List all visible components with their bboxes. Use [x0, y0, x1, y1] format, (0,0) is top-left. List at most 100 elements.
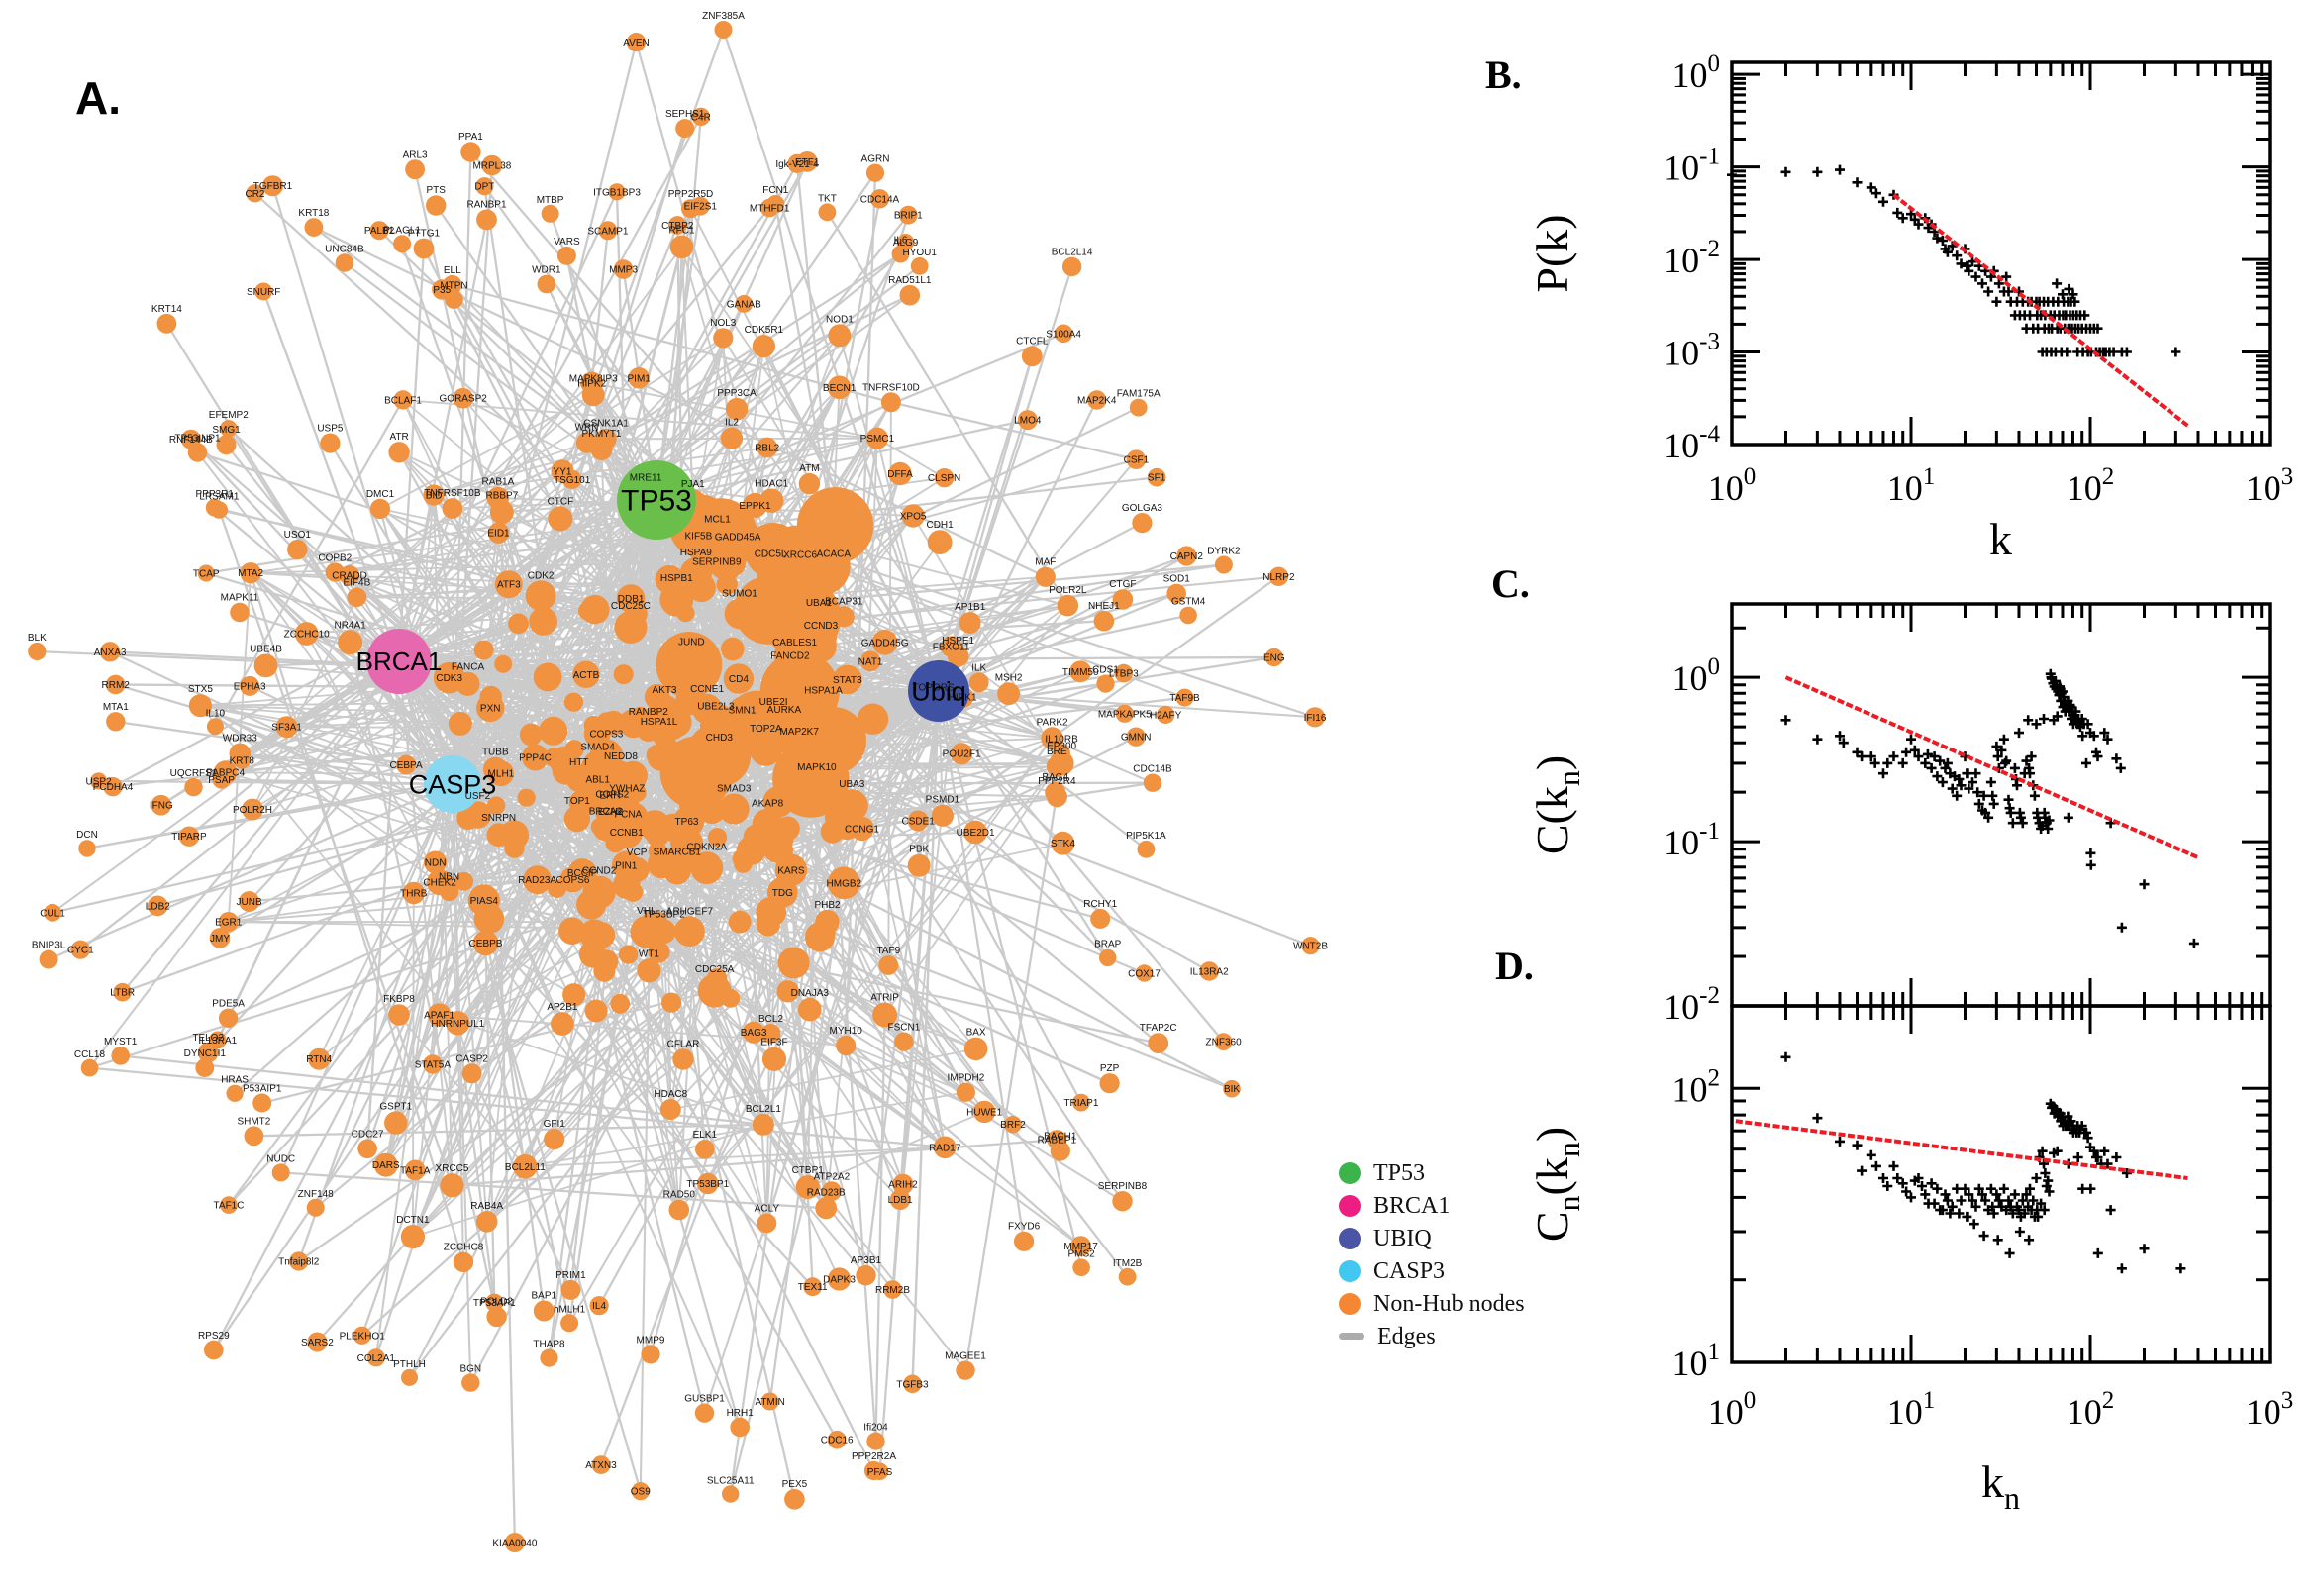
gene-label: SLC25A11 [707, 1475, 755, 1486]
gene-label: POLR2H [233, 805, 272, 816]
gene-node [178, 826, 200, 847]
gene-label: SCAMP1 [587, 226, 629, 237]
gene-node [655, 564, 684, 595]
gene-label: PPP3R1 [196, 489, 235, 500]
gene-label: UBA1 [806, 598, 833, 609]
gene-node [413, 238, 435, 259]
gene-node [460, 142, 481, 162]
gene-label: UBE4B [250, 644, 282, 654]
gene-node [856, 1265, 876, 1286]
gene-label: BAG4 [1042, 772, 1068, 783]
y-axis-title: C(kn​) [1527, 755, 1586, 854]
gene-node [347, 587, 367, 608]
gene-node [111, 1047, 130, 1065]
gene-node [763, 816, 784, 838]
gene-label: UNC84B [325, 244, 364, 254]
gene-label: HMGB2 [827, 878, 862, 889]
gene-label: PPP2R4 [1038, 776, 1076, 787]
gene-node [475, 177, 494, 196]
gene-node [761, 1047, 787, 1071]
gene-node [151, 794, 172, 816]
hub-node-casp3 [424, 755, 481, 813]
gene-node [1112, 1191, 1133, 1212]
gene-label: PFAS [867, 1467, 893, 1478]
gene-node [1135, 964, 1154, 982]
gene-node [454, 871, 474, 891]
gene-node [540, 1348, 558, 1367]
gene-node [494, 654, 513, 673]
gene-label: ITGB1BP3 [593, 187, 641, 198]
gene-label: RAB4A [470, 1201, 503, 1212]
gene-node [567, 858, 597, 888]
gene-node [1132, 513, 1153, 534]
gene-label: ARHGEF7 [666, 906, 714, 917]
gene-label: BRIP1 [894, 211, 923, 222]
legend-label: Non-Hub nodes [1373, 1290, 1525, 1317]
gene-label: STAT3 [833, 675, 862, 686]
gene-node [1017, 410, 1038, 431]
gene-label: LDB2 [146, 901, 170, 912]
casp3-dot-icon [1339, 1259, 1361, 1282]
gene-node [828, 324, 852, 348]
gene-node [803, 1277, 823, 1297]
gene-label: BRCA2 [589, 807, 623, 818]
gene-label: APAF1 [424, 1011, 454, 1022]
gene-node [591, 1455, 611, 1474]
gene-node [320, 433, 341, 453]
gene-label: CABLES1 [772, 638, 817, 648]
gene-node [548, 506, 573, 532]
gene-label: FANCD2 [770, 651, 810, 662]
gene-node [613, 259, 634, 279]
gene-label: CASP2 [455, 1053, 488, 1064]
gene-label: NR4A1 [334, 620, 366, 631]
gene-node [903, 1374, 922, 1394]
gene-label: IL13RA1 [198, 1036, 237, 1047]
gene-label: CDKN2A [687, 842, 728, 852]
gene-node [676, 604, 695, 623]
gene-node [1051, 831, 1075, 855]
gene-label: COX17 [1128, 969, 1161, 980]
hub-node-tp53 [617, 460, 696, 540]
gene-node [610, 993, 631, 1014]
gene-node [675, 684, 706, 716]
gene-label: Ifi204 [863, 1423, 888, 1434]
gene-label: EZH2 [598, 807, 624, 818]
gene-label: SMAD3 [717, 783, 752, 794]
gene-label: ATP2A2 [814, 1171, 851, 1182]
gene-node [608, 183, 626, 201]
gene-label: CCNG1 [845, 825, 879, 836]
gene-node [1112, 589, 1134, 610]
gene-label: ZNF385A [702, 11, 745, 22]
gene-label: hMLH1 [554, 1304, 586, 1315]
gene-node [560, 1314, 579, 1333]
gene-label: TIPARP [171, 832, 207, 843]
gene-label: DPT [474, 182, 494, 193]
gene-node [695, 1140, 715, 1159]
gene-label: TELO2 [192, 1033, 224, 1044]
gene-node [827, 1430, 847, 1449]
gene-node [601, 710, 626, 736]
gene-node [595, 428, 617, 449]
gene-node [672, 1048, 694, 1070]
gene-node [184, 777, 203, 797]
gene-label: TNFRSF10B [424, 488, 481, 499]
gene-node [647, 743, 675, 771]
gene-node [618, 945, 639, 964]
gene-label: CRADD [332, 571, 367, 582]
gene-label: PIAS4 [470, 896, 499, 907]
gene-label: MAGEE1 [945, 1351, 986, 1362]
gene-node [218, 1008, 239, 1028]
gene-label: DFFA [887, 469, 913, 480]
data-markers [1780, 1051, 2186, 1274]
gene-label: LTBR [110, 988, 135, 999]
gene-node [28, 642, 47, 661]
gene-node [106, 712, 126, 732]
gene-label: POLR2L [1049, 585, 1087, 596]
gene-label: WNT2B [1293, 942, 1328, 952]
gene-label: PLAGL1 [383, 225, 421, 236]
gene-node [648, 941, 670, 963]
gene-label: CTGF [1109, 579, 1136, 590]
legend-label: TP53 [1373, 1159, 1426, 1186]
gene-label: DNAJA3 [791, 988, 830, 999]
